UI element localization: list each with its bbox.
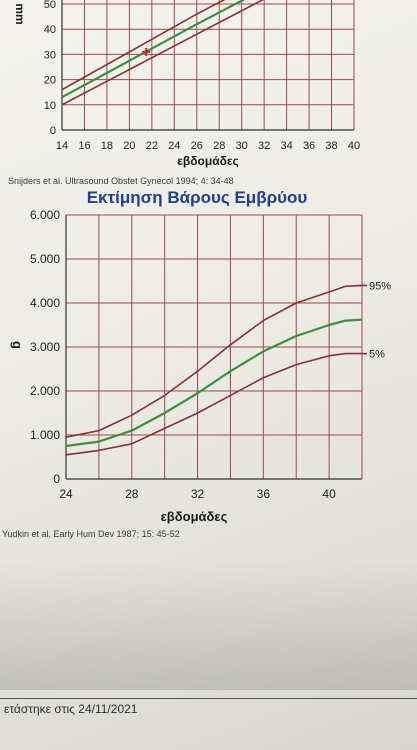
x-axis-label: εβδομάδες [177, 154, 239, 168]
chart-head-measure: 14 16 18 20 22 24 26 28 30 32 34 36 38 40 0 10 20 30 40 50 ε… [13, 0, 360, 168]
y-axis-label: g [10, 341, 25, 349]
series-line-3 [62, 0, 265, 106]
x-tick-label: 30 [236, 140, 248, 152]
x-tick-label: 16 [78, 140, 90, 152]
x-tick-label: 28 [213, 140, 225, 152]
x-tick-label: 36 [303, 140, 315, 152]
y-tick-label: 0 [50, 125, 56, 137]
chart-title: Εκτίμηση Βάρους Εμβρύου [87, 188, 308, 207]
series-line-1 [66, 284, 362, 438]
series-line-1 [62, 0, 226, 91]
x-tick-label: 40 [348, 140, 360, 152]
y-tick-label: 1.000 [30, 428, 60, 442]
y-tick-label: 10 [44, 100, 56, 112]
x-tick-label: 22 [146, 140, 158, 152]
series-line-2 [62, 0, 246, 99]
x-tick-label: 38 [325, 140, 337, 152]
measurement-marker [142, 47, 151, 56]
y-tick-label: 6.000 [30, 208, 60, 222]
page-shadow [0, 560, 417, 690]
chart-fetal-weight: 24 28 32 36 40 0 1.000 2.000 3.000 4.000 5.000 6.00… [10, 188, 391, 524]
y-tick-label: 4.000 [30, 296, 60, 310]
x-tick-label: 24 [168, 140, 180, 152]
x-axis-label: εβδομάδες [161, 509, 228, 524]
series-label: 5% [369, 349, 385, 361]
y-tick-label: 40 [44, 24, 56, 36]
x-tick-label: 36 [257, 487, 271, 501]
y-tick-label: 5.000 [30, 252, 60, 266]
x-tick-label: 34 [280, 140, 292, 152]
y-axis-label: mm [13, 3, 27, 24]
series-line-2 [66, 318, 362, 448]
citation-snijders: Snijders et al. Ultrasound Obstet Gyneco… [8, 176, 234, 186]
x-tick-label: 20 [123, 140, 135, 152]
footer-text: ετάστηκε στις 24/11/2021 [4, 702, 138, 716]
series-label: 95% [369, 280, 391, 292]
y-tick-label: 2.000 [30, 384, 60, 398]
x-tick-label: 32 [191, 487, 205, 501]
x-tick-label: 24 [59, 487, 73, 501]
x-tick-label: 18 [101, 140, 113, 152]
y-tick-label: 30 [44, 49, 56, 61]
x-tick-label: 28 [125, 487, 139, 501]
x-tick-label: 40 [322, 487, 336, 501]
x-tick-label: 14 [56, 140, 68, 152]
series-line-3 [66, 352, 362, 456]
y-tick-label: 50 [44, 0, 56, 11]
y-tick-label: 3.000 [30, 340, 60, 354]
x-tick-label: 32 [258, 140, 270, 152]
charts-svg: 14 16 18 20 22 24 26 28 30 32 34 36 38 40 0 10 20 30 40 50 ε… [10, 0, 391, 524]
y-tick-label: 20 [44, 75, 56, 87]
footer-divider [0, 698, 417, 699]
y-tick-label: 0 [53, 472, 60, 486]
citation-yudkin: Yudkin et al. Early Hum Dev 1987; 15: 45… [2, 529, 180, 539]
x-tick-label: 26 [191, 140, 203, 152]
